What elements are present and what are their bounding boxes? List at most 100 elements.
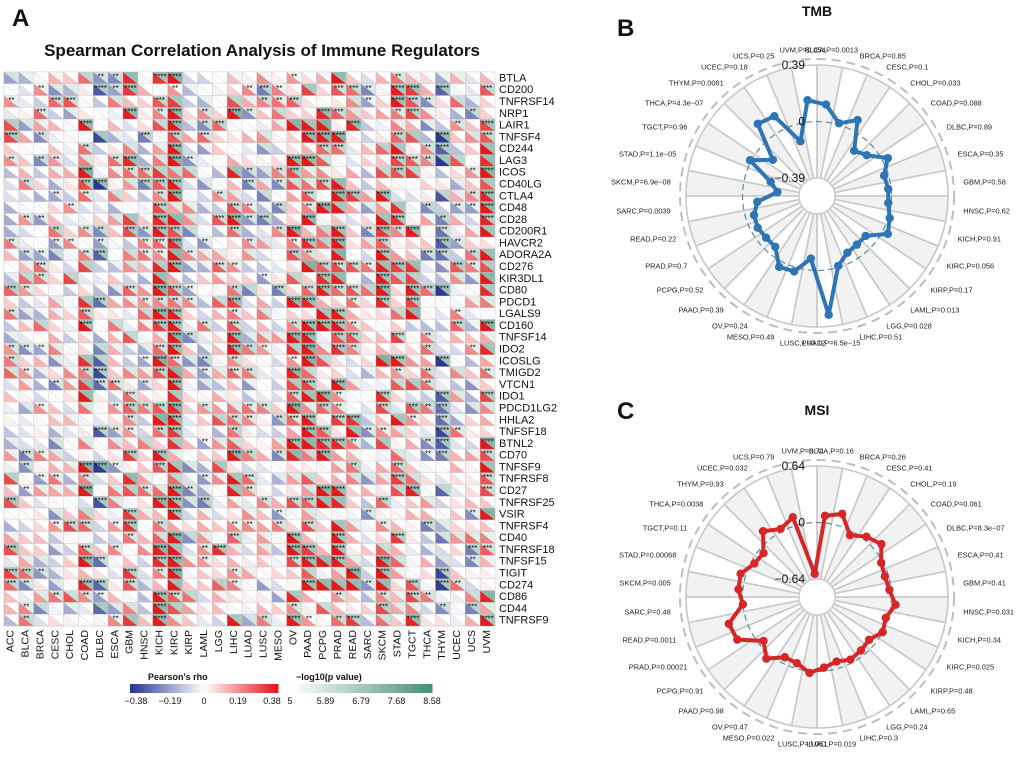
significance-stars: ** bbox=[112, 84, 118, 93]
significance-stars: ** bbox=[172, 296, 178, 305]
gene-label: HHLA2 bbox=[499, 414, 534, 426]
significance-stars: ** bbox=[395, 226, 401, 235]
significance-stars: **** bbox=[407, 296, 419, 305]
heatmap-p-cell bbox=[479, 307, 496, 320]
radar-point bbox=[884, 198, 893, 208]
cancer-label: KIRP bbox=[183, 630, 195, 655]
heatmap-p-cell bbox=[479, 119, 496, 132]
significance-stars: *** bbox=[37, 261, 46, 270]
radar-point bbox=[788, 513, 798, 522]
significance-stars: **** bbox=[481, 190, 493, 199]
significance-stars: ** bbox=[351, 343, 357, 352]
significance-stars: ** bbox=[157, 190, 163, 199]
radar-point bbox=[796, 137, 805, 146]
rho-colorbar-segment bbox=[259, 684, 264, 693]
significance-stars: ** bbox=[246, 343, 252, 352]
significance-stars: *** bbox=[156, 343, 165, 352]
rho-colorbar-segment bbox=[200, 684, 205, 693]
radar-point bbox=[861, 231, 870, 241]
p-colorbar-segment bbox=[293, 684, 298, 693]
significance-stars: ** bbox=[365, 426, 371, 435]
significance-stars: ** bbox=[23, 579, 29, 588]
significance-stars: ** bbox=[157, 520, 163, 529]
significance-stars: *** bbox=[349, 84, 358, 93]
gene-label: CD200R1 bbox=[499, 226, 547, 238]
radar-category-label: ESCA,P=0.35 bbox=[958, 149, 1004, 158]
significance-stars: **** bbox=[333, 308, 345, 317]
significance-stars: *** bbox=[319, 426, 328, 435]
heatmap-p-cell bbox=[479, 189, 496, 202]
radar-category-label: TGCT,P=0.96 bbox=[642, 123, 687, 132]
significance-stars: **** bbox=[303, 426, 315, 435]
significance-stars: **** bbox=[303, 131, 315, 140]
p-colorbar-segment bbox=[346, 684, 351, 693]
radar-point bbox=[881, 613, 890, 623]
rho-colorbar-segment bbox=[215, 684, 220, 693]
significance-stars: *** bbox=[215, 214, 224, 223]
rho-colorbar-segment bbox=[185, 684, 190, 693]
significance-stars: **** bbox=[94, 461, 106, 470]
significance-stars: ** bbox=[261, 343, 267, 352]
significance-stars: ** bbox=[142, 237, 148, 246]
significance-stars: **** bbox=[318, 108, 330, 117]
significance-stars: **** bbox=[169, 308, 181, 317]
heatmap: ** ** **** **** ** **** **** ** **** ** ** *** ** ***… bbox=[3, 71, 557, 661]
p-colorbar-segment bbox=[318, 684, 323, 693]
significance-stars: **** bbox=[154, 497, 166, 506]
rho-colorbar-segment bbox=[144, 684, 149, 693]
significance-stars: ** bbox=[232, 426, 238, 435]
significance-stars: *** bbox=[156, 178, 165, 187]
radar-category-label: SARC,P=0.48 bbox=[624, 607, 670, 616]
gene-label: TIGIT bbox=[499, 567, 527, 579]
significance-stars: ** bbox=[470, 556, 476, 565]
heatmap-p-cell bbox=[479, 213, 496, 226]
significance-stars: ** bbox=[202, 355, 208, 364]
gene-label: CD276 bbox=[499, 261, 533, 273]
significance-stars: *** bbox=[245, 178, 254, 187]
significance-stars: ** bbox=[53, 226, 59, 235]
radar-point bbox=[824, 310, 833, 320]
rho-colorbar-segment bbox=[237, 684, 242, 693]
significance-stars: ** bbox=[470, 508, 476, 517]
significance-stars: ** bbox=[425, 449, 431, 458]
cancer-label: LAML bbox=[198, 630, 210, 658]
gene-label: CD86 bbox=[499, 591, 527, 603]
significance-stars: **** bbox=[124, 520, 136, 529]
radar-category-label: KIRP,P=0.17 bbox=[931, 285, 973, 294]
significance-stars: *** bbox=[423, 520, 432, 529]
radar-point bbox=[734, 585, 743, 594]
gene-label: TNFSF15 bbox=[499, 556, 547, 568]
radar-category-label: CESC,P=0.1 bbox=[886, 62, 928, 71]
significance-stars: ** bbox=[112, 544, 118, 553]
significance-stars: *** bbox=[126, 579, 135, 588]
significance-stars: *** bbox=[170, 131, 179, 140]
radar-category-label: LGG,P=0.24 bbox=[886, 723, 927, 732]
radar-point bbox=[838, 509, 847, 519]
significance-stars: ** bbox=[217, 190, 223, 199]
significance-stars: *** bbox=[230, 367, 239, 376]
p-colorbar-segment bbox=[304, 684, 309, 693]
significance-stars: **** bbox=[303, 237, 315, 246]
cancer-label: UCEC bbox=[451, 630, 463, 660]
gene-label: HAVCR2 bbox=[499, 237, 543, 249]
rho-colorbar-segment bbox=[155, 684, 161, 693]
heatmap-p-cell bbox=[479, 201, 496, 214]
tmb-title: TMB bbox=[802, 3, 832, 19]
heatmap-p-cell bbox=[479, 295, 496, 309]
p-colorbar-segment bbox=[403, 684, 408, 693]
significance-stars: ** bbox=[83, 249, 89, 258]
significance-stars: ** bbox=[53, 520, 59, 529]
radar-category-label: LIHC,P=0.51 bbox=[860, 333, 903, 342]
significance-stars: ** bbox=[157, 426, 163, 435]
significance-stars: ** bbox=[232, 414, 238, 423]
significance-stars: *** bbox=[289, 497, 298, 506]
significance-stars: ** bbox=[142, 249, 148, 258]
significance-stars: *** bbox=[423, 284, 432, 293]
significance-stars: **** bbox=[169, 261, 181, 270]
significance-stars: ** bbox=[142, 296, 148, 305]
significance-stars: *** bbox=[96, 379, 105, 388]
significance-stars: *** bbox=[156, 237, 165, 246]
significance-stars: ** bbox=[232, 567, 238, 576]
significance-stars: **** bbox=[377, 284, 389, 293]
